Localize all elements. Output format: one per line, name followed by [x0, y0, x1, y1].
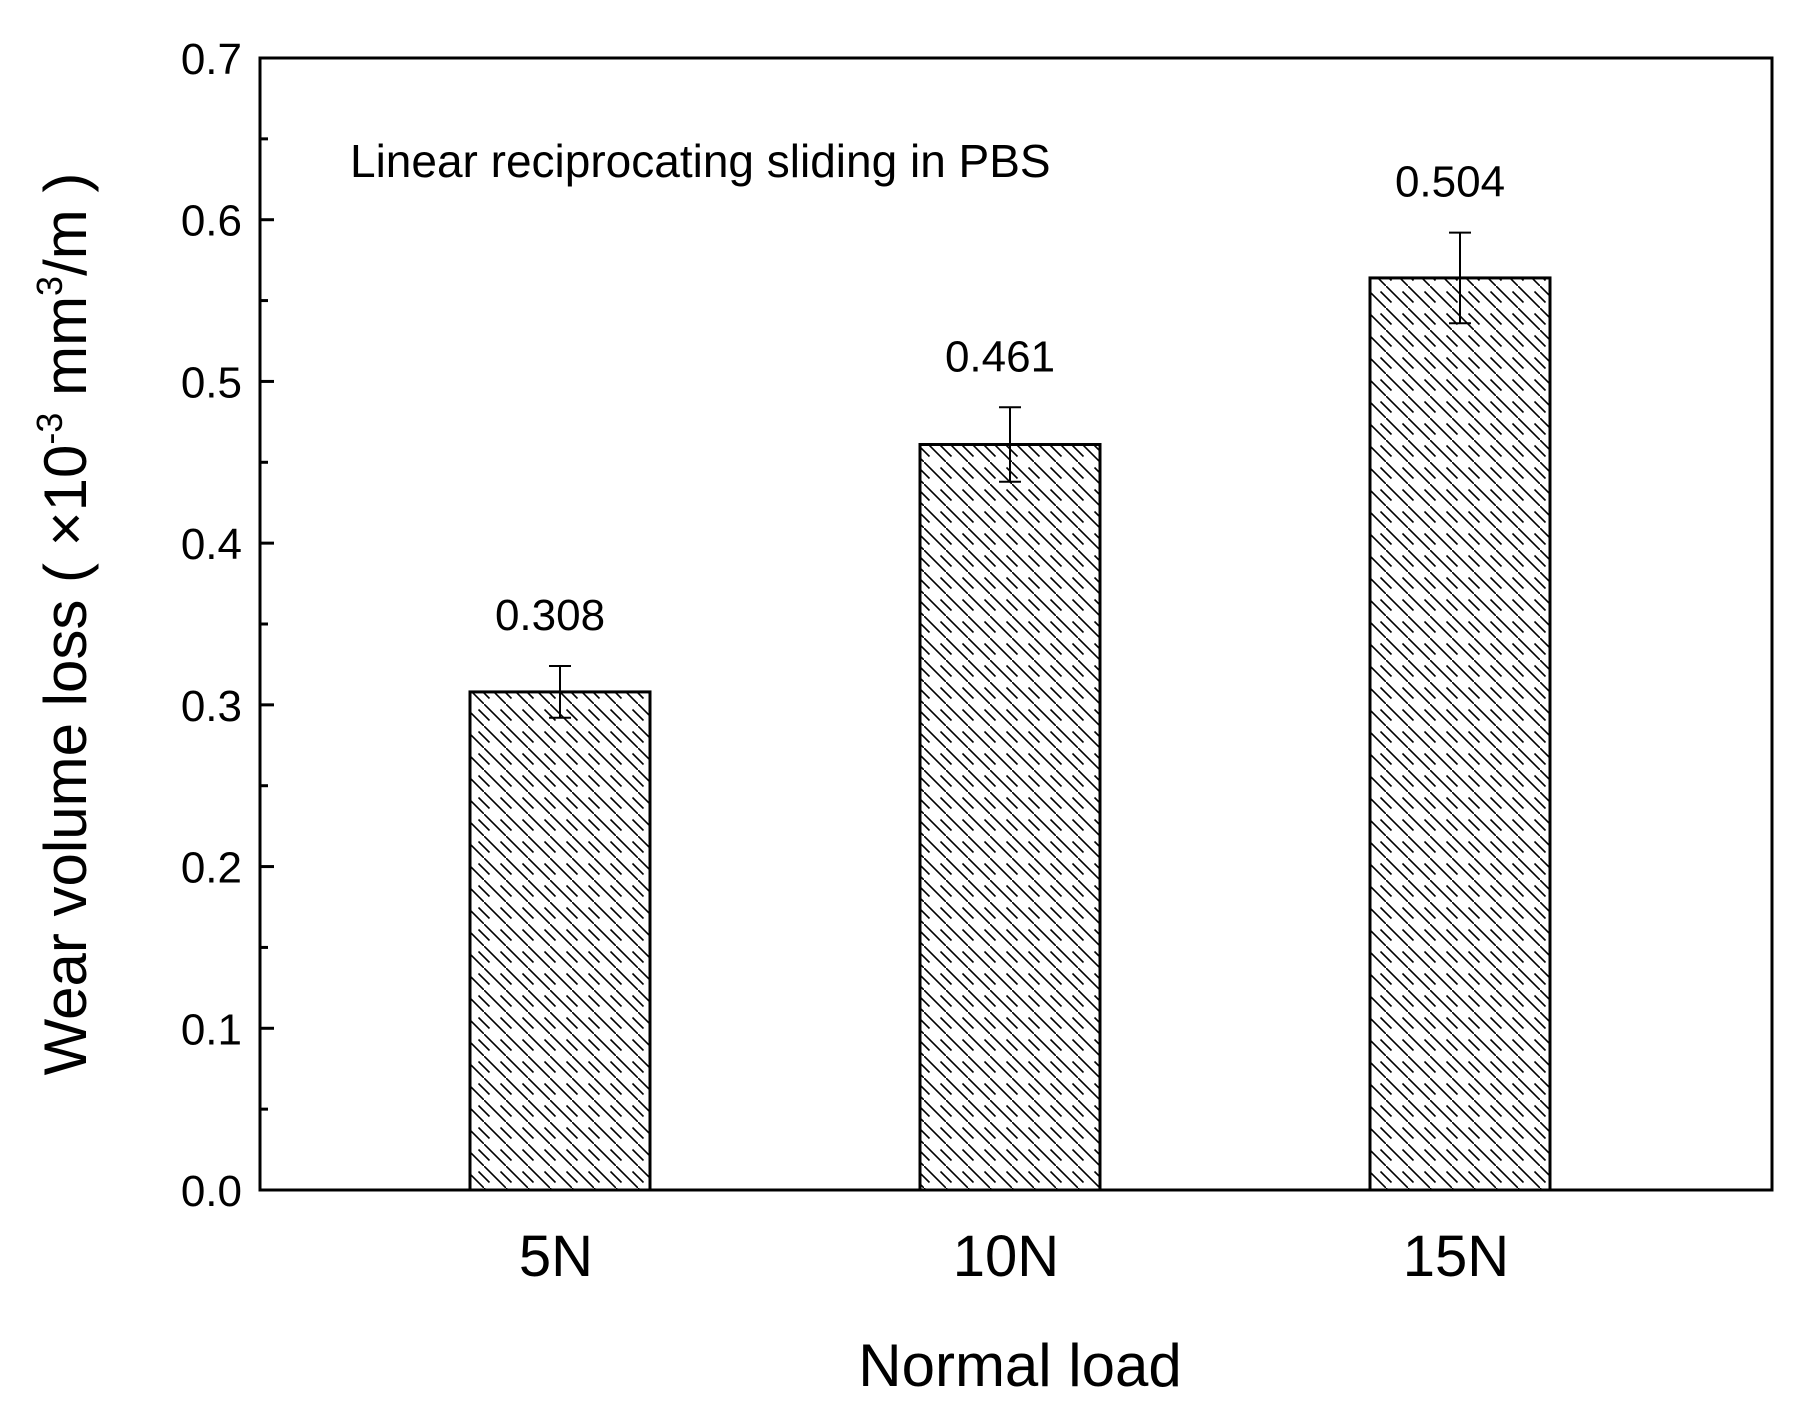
y-axis-title-suffix: /m ) [32, 173, 99, 276]
x-category-label: 15N [1403, 1224, 1509, 1289]
x-axis-category-labels: 5N 10N 15N [519, 1224, 1509, 1289]
error-bars-group [549, 231, 1471, 719]
data-label: 0.504 [1395, 158, 1505, 207]
bar [1368, 276, 1552, 1192]
chart-annotation: Linear reciprocating sliding in PBS [350, 135, 1051, 187]
y-axis-title: Wear volume loss ( ×10-3 mm3/m ) [29, 173, 99, 1076]
data-label: 0.461 [945, 332, 1055, 381]
x-category-label: 5N [519, 1224, 593, 1289]
y-axis-ticks: 0.0 0.1 0.2 0.3 0.4 0.5 0.6 0.7 [181, 35, 274, 1216]
x-category-label: 10N [953, 1224, 1059, 1289]
bar [468, 690, 652, 1192]
bars-group [468, 276, 1552, 1192]
bar [918, 442, 1102, 1192]
y-tick-label: 0.2 [181, 844, 242, 893]
y-axis-title-mid: mm [32, 296, 99, 413]
y-tick-label: 0.5 [181, 358, 242, 407]
data-labels-group: 0.308 0.461 0.504 [495, 158, 1505, 640]
y-axis-title-exp1: -3 [29, 413, 70, 445]
y-tick-label: 0.3 [181, 682, 242, 731]
y-tick-label: 0.6 [181, 197, 242, 246]
y-axis-title-exp2: 3 [29, 276, 70, 296]
y-tick-label: 0.1 [181, 1005, 242, 1054]
data-label: 0.308 [495, 591, 605, 640]
x-axis-title: Normal load [858, 1332, 1181, 1399]
y-axis-title-prefix: Wear volume loss ( ×10 [32, 445, 99, 1076]
y-tick-label: 0.4 [181, 520, 242, 569]
y-tick-label: 0.7 [181, 35, 242, 84]
y-tick-label: 0.0 [181, 1167, 242, 1216]
